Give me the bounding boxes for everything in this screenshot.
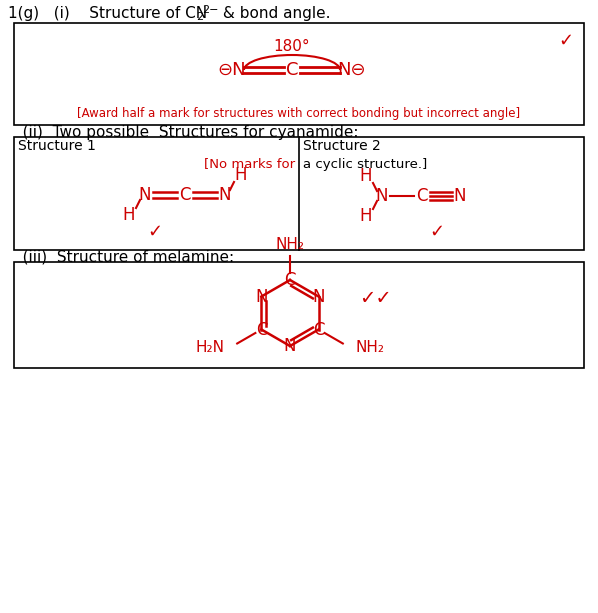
Text: H: H [360,207,372,225]
Text: N: N [255,287,268,305]
Text: N⊖: N⊖ [338,61,367,79]
Text: H: H [360,167,372,185]
Text: C: C [256,321,267,338]
Text: ✓: ✓ [429,223,444,241]
Text: NH₂: NH₂ [356,340,385,355]
Text: N: N [219,186,231,204]
Text: (ii)  Two possible  Structures for cyanamide:: (ii) Two possible Structures for cyanami… [8,124,358,140]
Text: NH₂: NH₂ [276,237,304,251]
Text: H: H [123,206,135,224]
Text: 2−: 2− [202,5,218,15]
Bar [14,23,584,125]
Text: H: H [235,166,247,184]
Text: (iii)  Structure of melamine:: (iii) Structure of melamine: [8,249,234,264]
Bar [14,262,584,368]
Text: Structure 2: Structure 2 [303,139,381,153]
Text: 2: 2 [196,12,203,21]
Text: ⊖N: ⊖N [218,61,246,79]
Text: C: C [286,61,298,79]
Text: N: N [454,187,466,205]
Text: ✓: ✓ [559,32,573,50]
Text: C: C [313,321,324,338]
Text: [Award half a mark for structures with correct bonding but incorrect angle]: [Award half a mark for structures with c… [77,107,521,120]
Text: C: C [284,271,296,289]
Text: C: C [179,186,191,204]
Text: a cyclic structure.]: a cyclic structure.] [303,158,427,170]
Text: [No marks for: [No marks for [204,158,295,170]
Text: N: N [283,337,296,355]
Text: Structure 1: Structure 1 [18,139,96,153]
Text: 1(g)   (i)    Structure of CN: 1(g) (i) Structure of CN [8,6,207,20]
Bar [14,137,584,250]
Text: N: N [312,287,325,305]
Text: H₂N: H₂N [195,340,224,355]
Text: & bond angle.: & bond angle. [218,6,331,20]
Text: ✓: ✓ [148,223,163,241]
Text: ✓✓: ✓✓ [359,289,391,308]
Text: 180°: 180° [274,39,310,53]
Text: N: N [376,187,388,205]
Text: C: C [416,187,428,205]
Text: N: N [139,186,151,204]
